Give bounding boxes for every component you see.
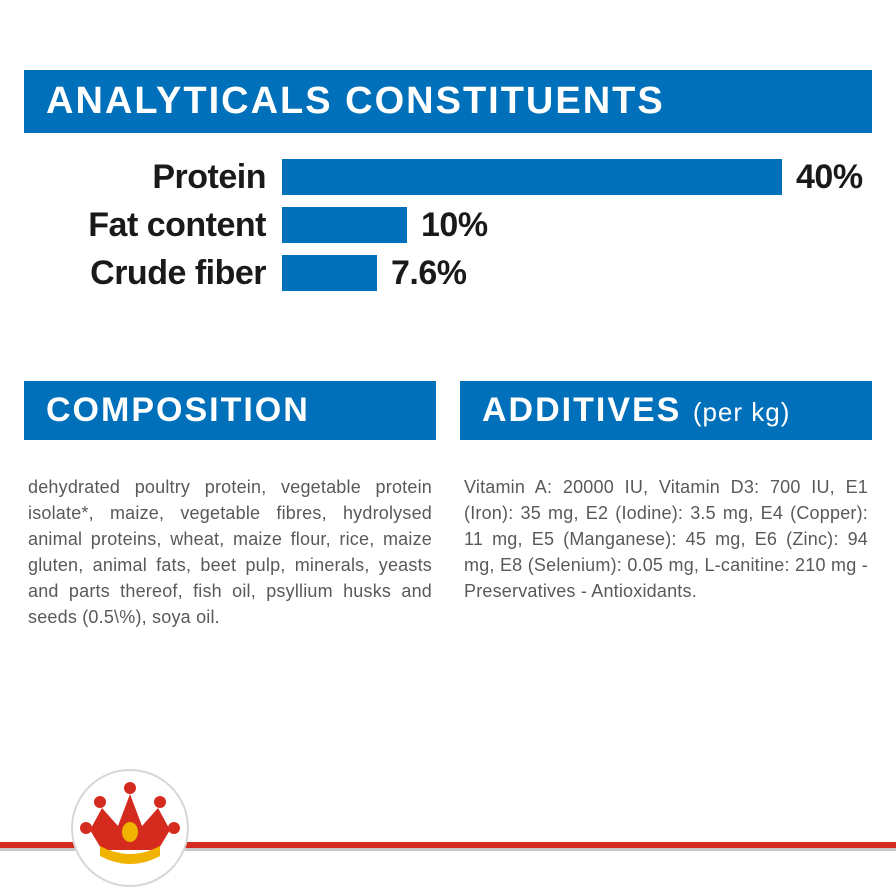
bar-value: 10%: [407, 206, 488, 245]
additives-column: ADDITIVES (per kg) Vitamin A: 20000 IU, …: [460, 381, 872, 631]
bar-fill: [282, 207, 407, 243]
bar-fill: [282, 159, 782, 195]
bar-value: 40%: [782, 158, 863, 197]
additives-title-main: ADDITIVES: [482, 391, 681, 429]
analyticals-title: ANALYTICALS CONSTITUENTS: [24, 70, 872, 133]
bar-label: Protein: [42, 158, 282, 197]
bar-value: 7.6%: [377, 254, 467, 293]
composition-title: COMPOSITION: [24, 381, 436, 440]
additives-title: ADDITIVES (per kg): [460, 381, 872, 440]
analyticals-bars: Protein 40% Fat content 10% Crude fiber 7.6%: [24, 157, 872, 293]
bar-label: Fat content: [42, 206, 282, 245]
additives-text: Vitamin A: 20000 IU, Vitamin D3: 700 IU,…: [460, 464, 872, 604]
details-columns: COMPOSITION dehydrated poultry protein, …: [24, 381, 872, 631]
bar-fill: [282, 255, 377, 291]
composition-text: dehydrated poultry protein, vegetable pr…: [24, 464, 436, 631]
bar-row: Protein 40%: [42, 157, 872, 197]
bar-row: Crude fiber 7.6%: [42, 253, 872, 293]
crown-logo-icon: [70, 768, 190, 888]
composition-column: COMPOSITION dehydrated poultry protein, …: [24, 381, 436, 631]
bar-row: Fat content 10%: [42, 205, 872, 245]
additives-title-note: (per kg): [693, 397, 791, 427]
analyticals-section: ANALYTICALS CONSTITUENTS Protein 40% Fat c…: [24, 70, 872, 293]
bar-label: Crude fiber: [42, 254, 282, 293]
